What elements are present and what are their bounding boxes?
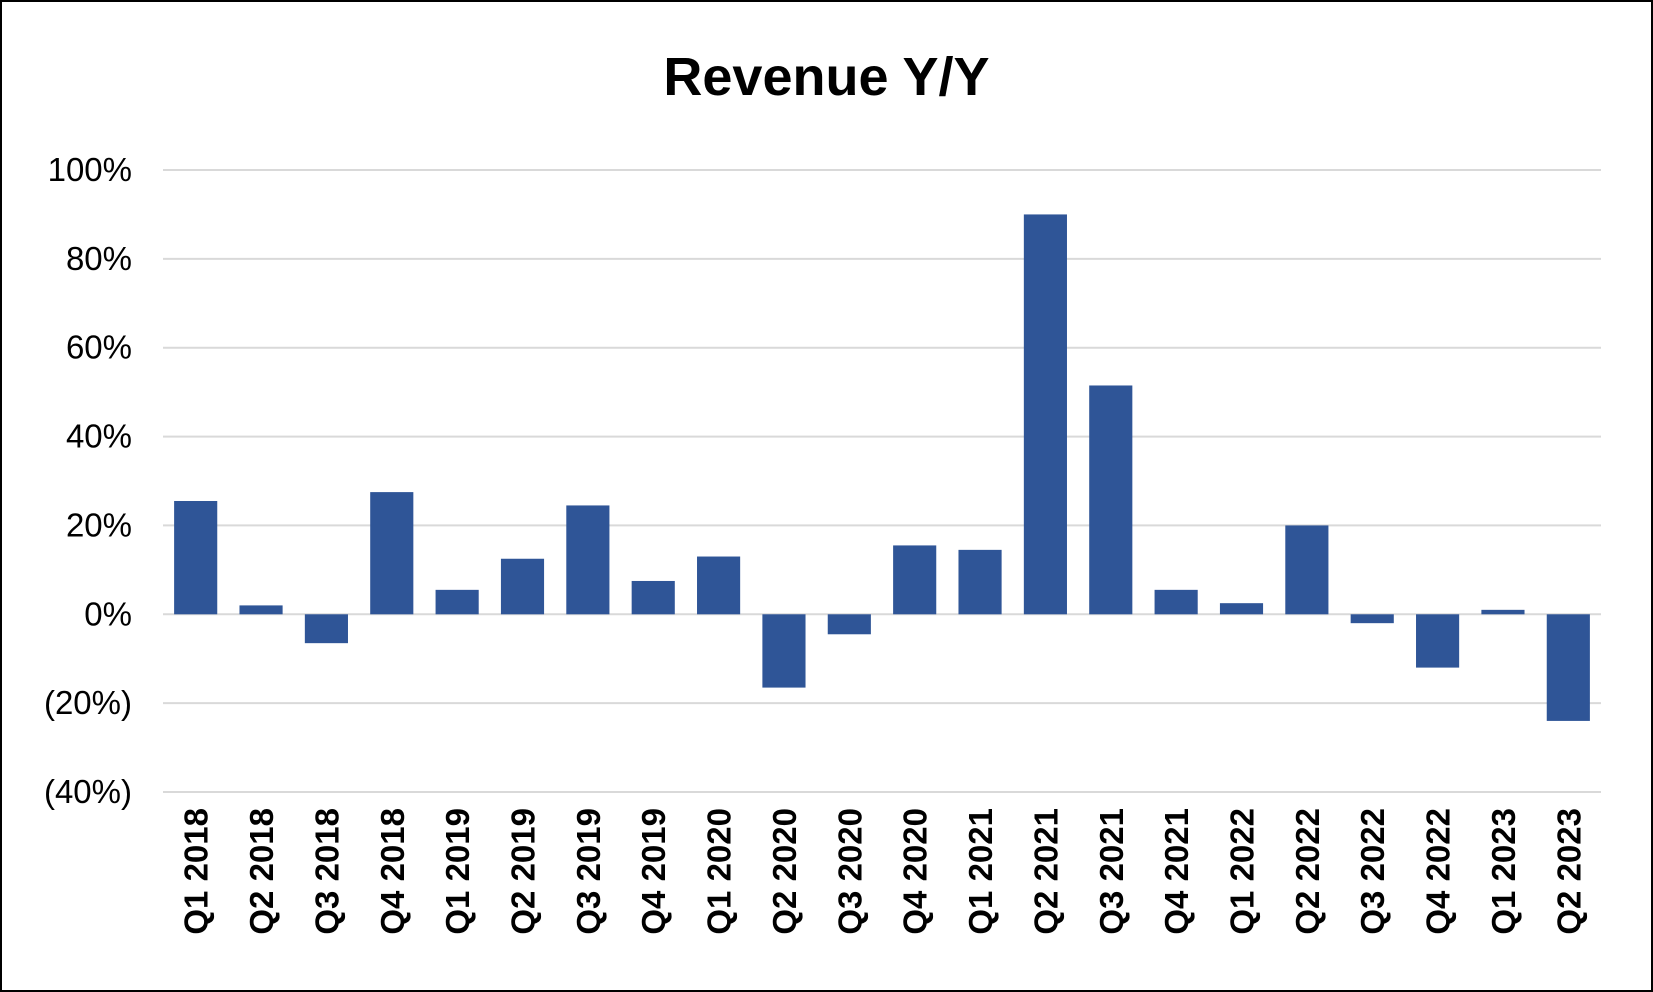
bar bbox=[370, 492, 414, 615]
x-tick-label: Q3 2021 bbox=[1093, 808, 1130, 935]
y-tick-label: 100% bbox=[48, 151, 132, 188]
y-tick-label: 40% bbox=[66, 418, 132, 455]
y-axis-ticks: 100% 80% 60% 40% 20% 0% (20%) (40%) bbox=[44, 151, 132, 810]
bar bbox=[1023, 214, 1067, 615]
x-tick-label: Q4 2019 bbox=[635, 808, 672, 935]
x-tick-label: Q2 2023 bbox=[1550, 808, 1587, 935]
x-tick-label: Q3 2022 bbox=[1354, 808, 1391, 935]
bar bbox=[174, 500, 218, 615]
x-tick-label: Q1 2022 bbox=[1224, 808, 1261, 935]
bar bbox=[1546, 614, 1590, 721]
x-tick-label: Q3 2019 bbox=[570, 808, 607, 935]
x-tick-label: Q4 2021 bbox=[1158, 808, 1195, 935]
chart-title: Revenue Y/Y bbox=[663, 47, 990, 107]
bar bbox=[500, 558, 545, 615]
bar bbox=[958, 549, 1002, 615]
x-tick-label: Q1 2019 bbox=[439, 808, 476, 935]
bar bbox=[304, 614, 348, 644]
y-tick-label: (40%) bbox=[44, 773, 132, 810]
bar bbox=[1416, 614, 1460, 668]
bar bbox=[566, 505, 610, 615]
bars bbox=[174, 214, 1590, 721]
bar bbox=[697, 556, 741, 615]
x-tick-label: Q1 2021 bbox=[962, 808, 999, 935]
bar bbox=[435, 589, 479, 615]
bar bbox=[1154, 589, 1198, 615]
y-tick-label: 20% bbox=[66, 506, 132, 543]
bar bbox=[893, 545, 937, 615]
y-tick-label: 60% bbox=[66, 329, 132, 366]
bar bbox=[1481, 609, 1525, 615]
bar bbox=[762, 614, 806, 688]
x-tick-label: Q1 2018 bbox=[178, 808, 215, 935]
x-tick-label: Q3 2020 bbox=[831, 808, 868, 935]
y-tick-label: 80% bbox=[66, 240, 132, 277]
bar bbox=[1219, 603, 1264, 615]
bar bbox=[1285, 525, 1329, 615]
y-tick-label: (20%) bbox=[44, 684, 132, 721]
x-tick-label: Q4 2020 bbox=[897, 808, 934, 935]
x-tick-label: Q2 2018 bbox=[243, 808, 280, 935]
x-tick-label: Q2 2020 bbox=[766, 808, 803, 935]
bar bbox=[631, 580, 675, 615]
x-tick-label: Q2 2021 bbox=[1027, 808, 1064, 935]
x-tick-label: Q4 2022 bbox=[1420, 808, 1457, 935]
x-tick-label: Q1 2023 bbox=[1485, 808, 1522, 935]
x-axis-ticks: Q1 2018 Q2 2018 Q3 2018 Q4 2018 Q1 2019 Q2 20… bbox=[178, 808, 1588, 935]
x-tick-label: Q1 2020 bbox=[701, 808, 738, 935]
y-tick-label: 0% bbox=[84, 595, 132, 632]
bar bbox=[827, 614, 871, 635]
x-tick-label: Q2 2022 bbox=[1289, 808, 1326, 935]
x-tick-label: Q2 2019 bbox=[505, 808, 542, 935]
gridlines bbox=[163, 169, 1601, 793]
x-tick-label: Q3 2018 bbox=[308, 808, 345, 935]
x-tick-label: Q4 2018 bbox=[374, 808, 411, 935]
bar bbox=[1089, 385, 1133, 615]
bar bbox=[239, 605, 283, 615]
bar bbox=[1350, 614, 1394, 624]
